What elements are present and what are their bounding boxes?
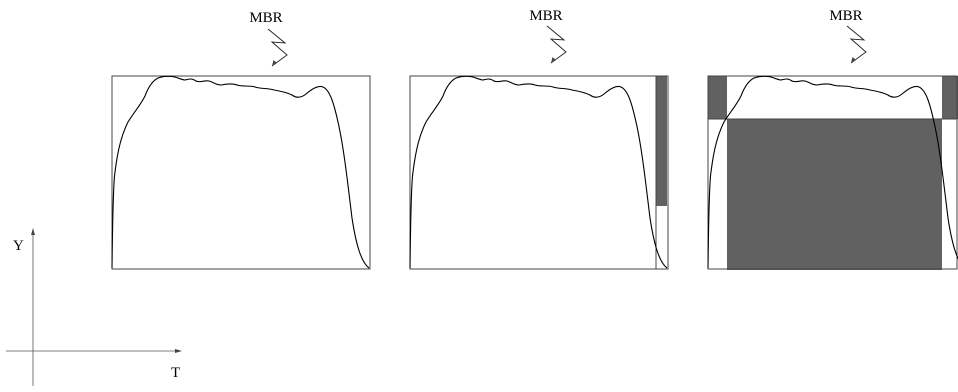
shaded-region-center [727,119,942,270]
x-axis-arrow-icon [175,349,182,353]
panel-1: MBR [111,10,371,270]
axes: Y T [6,228,182,386]
y-axis-arrow-icon [31,228,35,235]
x-axis-label: T [171,365,180,381]
mbr-frame [409,75,669,270]
y-axis-label: Y [13,238,24,254]
lightning-bolt-icon [846,25,867,64]
lightning-bolt-icon [267,28,288,67]
mbr-label: MBR [529,8,562,24]
lightning-bolt-icon [546,25,567,64]
shaded-region-top-right [942,76,958,119]
shaded-region-right-strip [656,76,667,206]
mbr-frame [707,75,958,270]
panel-3: MBR [707,8,958,270]
mbr-label: MBR [829,8,862,24]
data-curve [111,75,370,269]
panel-2: MBR [409,8,669,270]
shaded-region-top-left [708,76,727,119]
mbr-frame [111,75,371,270]
data-curve [409,75,668,269]
mbr-label: MBR [249,10,282,26]
